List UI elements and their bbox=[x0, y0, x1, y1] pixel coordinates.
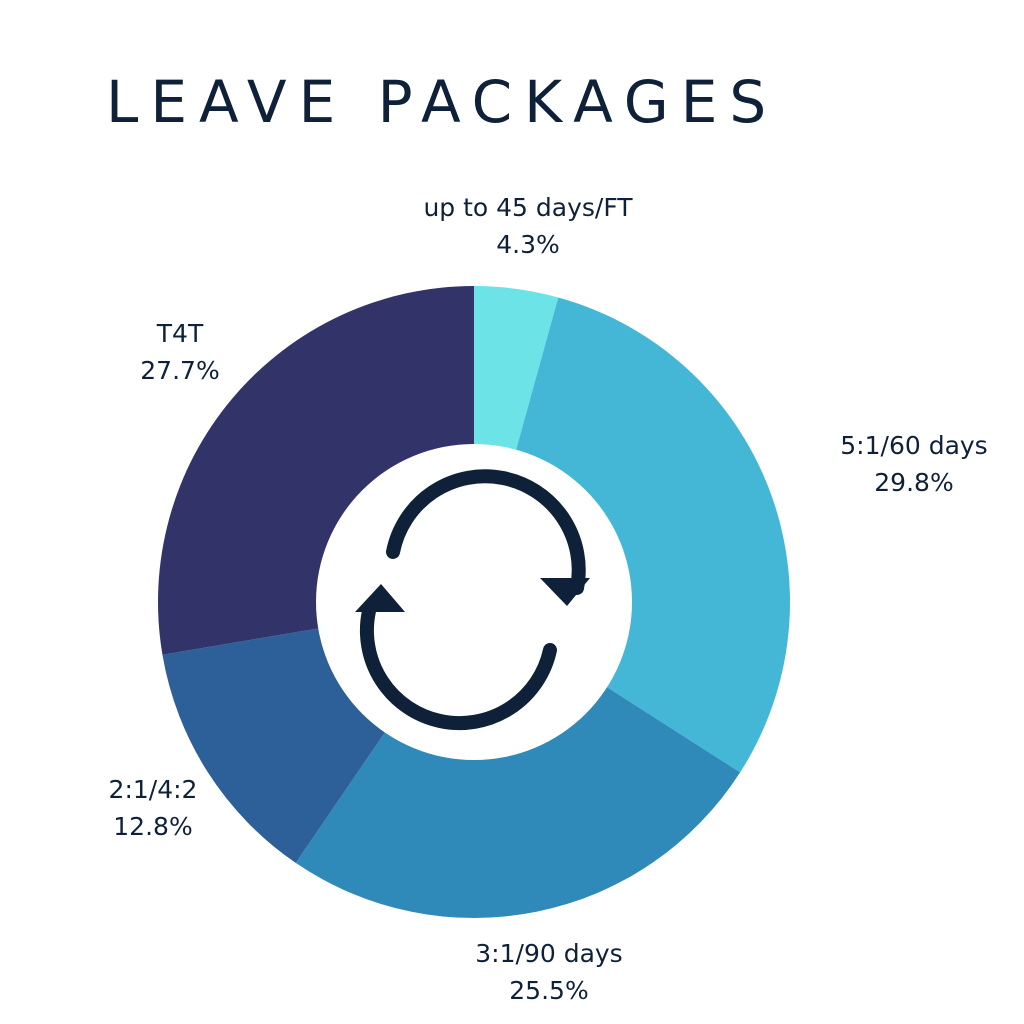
slice-label-4: T4T bbox=[156, 319, 204, 348]
slice-value-1: 29.8% bbox=[874, 468, 953, 497]
slice-value-2: 25.5% bbox=[509, 976, 588, 1005]
slice-label-0: up to 45 days/FT bbox=[423, 193, 633, 222]
slice-value-3: 12.8% bbox=[113, 812, 192, 841]
refresh-cycle-icon bbox=[355, 469, 590, 731]
chart-title: LEAVE PACKAGES bbox=[106, 68, 779, 136]
donut-slice-1 bbox=[474, 297, 790, 773]
donut-slice-2 bbox=[295, 602, 741, 918]
slice-labels: up to 45 days/FT 4.3% 5:1/60 days 29.8% 3:1/… bbox=[109, 193, 988, 1005]
slice-value-0: 4.3% bbox=[496, 230, 560, 259]
slice-label-1: 5:1/60 days bbox=[840, 431, 987, 460]
donut-center-hole bbox=[316, 444, 632, 760]
slice-value-4: 27.7% bbox=[140, 356, 219, 385]
slice-label-2: 3:1/90 days bbox=[475, 939, 622, 968]
slice-label-3: 2:1/4:2 bbox=[109, 775, 198, 804]
